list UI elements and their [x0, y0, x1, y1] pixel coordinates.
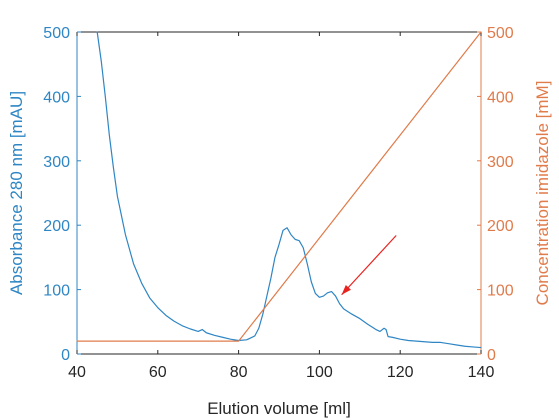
absorbance-line [97, 32, 481, 348]
left-y-tick-label: 200 [43, 218, 70, 235]
left-y-tick-label: 500 [43, 25, 70, 42]
right-y-tick-label: 400 [487, 89, 514, 106]
imidazole-gradient-line [77, 32, 481, 341]
right-y-tick-label: 300 [487, 154, 514, 171]
left-y-tick-label: 400 [43, 89, 70, 106]
right-y-tick-label: 500 [487, 25, 514, 42]
left-y-tick-label: 300 [43, 154, 70, 171]
annotation-arrow-shaft [342, 236, 397, 295]
x-tick-label: 60 [149, 364, 167, 381]
x-tick-label: 100 [306, 364, 333, 381]
x-tick-label: 80 [230, 364, 248, 381]
left-y-tick-label: 0 [61, 347, 70, 364]
axis-ticks: 40 60 80 100 120 1400100200300400500010020030… [43, 25, 514, 381]
right-y-tick-label: 0 [487, 347, 496, 364]
x-tick-label: 120 [387, 364, 414, 381]
x-axis-title: Elution volume [ml] [207, 399, 351, 418]
right-y-axis-title: Concentration imidazole [mM] [533, 81, 552, 306]
series-layer [77, 32, 481, 348]
left-y-axis-title: Absorbance 280 nm [mAU] [7, 91, 26, 295]
left-y-tick-label: 100 [43, 283, 70, 300]
x-tick-label: 140 [468, 364, 495, 381]
right-y-tick-label: 100 [487, 283, 514, 300]
x-tick-label: 40 [68, 364, 86, 381]
plot-area-frame [77, 32, 481, 354]
annotation-layer [342, 236, 397, 295]
right-y-tick-label: 200 [487, 218, 514, 235]
